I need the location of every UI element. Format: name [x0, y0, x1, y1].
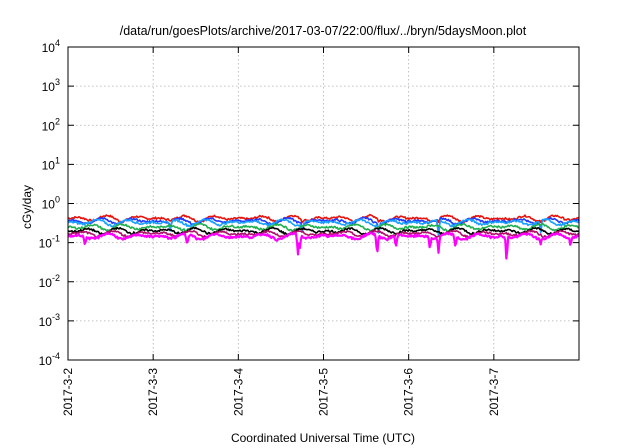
x-tick-label: 2017-3-6 — [402, 368, 416, 416]
tick-marks — [67, 46, 579, 361]
series-line — [67, 229, 580, 239]
y-tick-label: 101 — [42, 155, 60, 172]
series-line — [67, 226, 580, 236]
y-tick-label: 10-2 — [39, 273, 60, 290]
y-tick-label: 102 — [42, 116, 60, 133]
y-tick-base: 10 — [42, 158, 56, 172]
y-tick-label: 104 — [42, 38, 60, 55]
x-axis-label: Coordinated Universal Time (UTC) — [231, 431, 415, 445]
series-line — [67, 213, 580, 224]
y-axis-label: cGy/day — [20, 185, 34, 229]
y-tick-label: 100 — [42, 195, 60, 212]
y-tick-exponent: 4 — [55, 38, 60, 48]
y-tick-base: 10 — [42, 198, 56, 212]
y-tick-base: 10 — [42, 80, 56, 94]
x-tick-label: 2017-3-2 — [61, 368, 75, 416]
series-group — [67, 213, 580, 260]
y-tick-label: 10-1 — [39, 234, 60, 251]
y-tick-label: 10-4 — [39, 351, 60, 368]
grid-lines — [68, 47, 579, 360]
y-tick-exponent: -3 — [52, 312, 60, 322]
y-tick-exponent: 3 — [55, 77, 60, 87]
y-tick-exponent: -4 — [52, 351, 60, 361]
y-tick-label: 10-3 — [39, 312, 60, 329]
series-line — [68, 216, 580, 236]
x-tick-label: 2017-3-3 — [146, 368, 160, 416]
y-tick-base: 10 — [42, 41, 56, 55]
series-line — [67, 231, 580, 260]
y-tick-label: 103 — [42, 77, 60, 94]
series-line — [67, 222, 580, 233]
x-tick-label: 2017-3-5 — [317, 368, 331, 416]
x-tick-label: 2017-3-4 — [231, 368, 245, 416]
series-line — [67, 218, 580, 237]
y-tick-base: 10 — [39, 237, 53, 251]
y-tick-exponent: 0 — [55, 195, 60, 205]
y-tick-exponent: -2 — [52, 273, 60, 283]
chart-title: /data/run/goesPlots/archive/2017-03-07/2… — [120, 24, 527, 38]
x-tick-label: 2017-3-7 — [487, 368, 501, 416]
y-tick-base: 10 — [42, 119, 56, 133]
y-tick-exponent: -1 — [52, 234, 60, 244]
y-tick-base: 10 — [39, 315, 53, 329]
y-tick-base: 10 — [39, 276, 53, 290]
y-tick-exponent: 1 — [55, 155, 60, 165]
y-tick-exponent: 2 — [55, 116, 60, 126]
x-tick-labels: 2017-3-2 2017-3-3 2017-3-4 2017-3-5 2017-3-6… — [61, 368, 501, 416]
y-tick-base: 10 — [39, 354, 53, 368]
